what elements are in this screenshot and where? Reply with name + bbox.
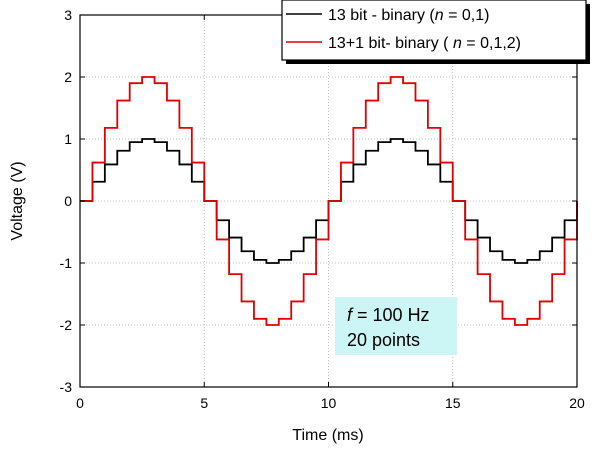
tick-labels: 0 5 10 15 20 -3 -2 -1 0 1 2 3: [60, 7, 585, 411]
y-tick-label: -1: [60, 255, 73, 271]
x-tick-label: 20: [569, 395, 585, 411]
y-tick-label: 1: [64, 131, 72, 147]
x-tick-label: 0: [76, 395, 84, 411]
annotation-frequency: f = 100 Hz: [347, 305, 430, 325]
legend-label-series-1-var: n: [435, 7, 444, 24]
legend-box: [281, 0, 587, 61]
legend: 13 bit - binary (n = 0,1) 13+1 bit- bina…: [281, 0, 590, 64]
x-axis-title: Time (ms): [292, 427, 363, 444]
annotation-box: f = 100 Hz 20 points: [335, 297, 457, 355]
annotation-frequency-value: = 100 Hz: [352, 305, 430, 325]
legend-label-series-2: 13+1 bit- binary ( n = 0,1,2): [328, 35, 521, 52]
series-layer: [79, 76, 578, 326]
x-tick-label: 5: [200, 395, 208, 411]
x-tick-label: 10: [321, 395, 337, 411]
y-tick-label: 0: [64, 193, 72, 209]
annotation-frequency-symbol: f: [347, 305, 354, 325]
annotation-points: 20 points: [347, 330, 420, 350]
legend-label-series-2-prefix: 13+1 bit- binary (: [328, 35, 453, 52]
legend-label-series-2-suffix: = 0,1,2): [462, 35, 521, 52]
y-tick-label: -2: [60, 317, 73, 333]
legend-label-series-1: 13 bit - binary (n = 0,1): [328, 7, 489, 24]
y-tick-label: 2: [64, 69, 72, 85]
legend-label-series-1-prefix: 13 bit - binary (: [328, 7, 435, 24]
y-axis-title: Voltage (V): [9, 161, 26, 240]
x-tick-label: 15: [445, 395, 461, 411]
annotation-background: [335, 297, 457, 355]
legend-label-series-2-var: n: [453, 35, 462, 52]
y-tick-label: 3: [64, 7, 72, 23]
legend-label-series-1-suffix: = 0,1): [444, 7, 490, 24]
y-tick-label: -3: [60, 379, 73, 395]
